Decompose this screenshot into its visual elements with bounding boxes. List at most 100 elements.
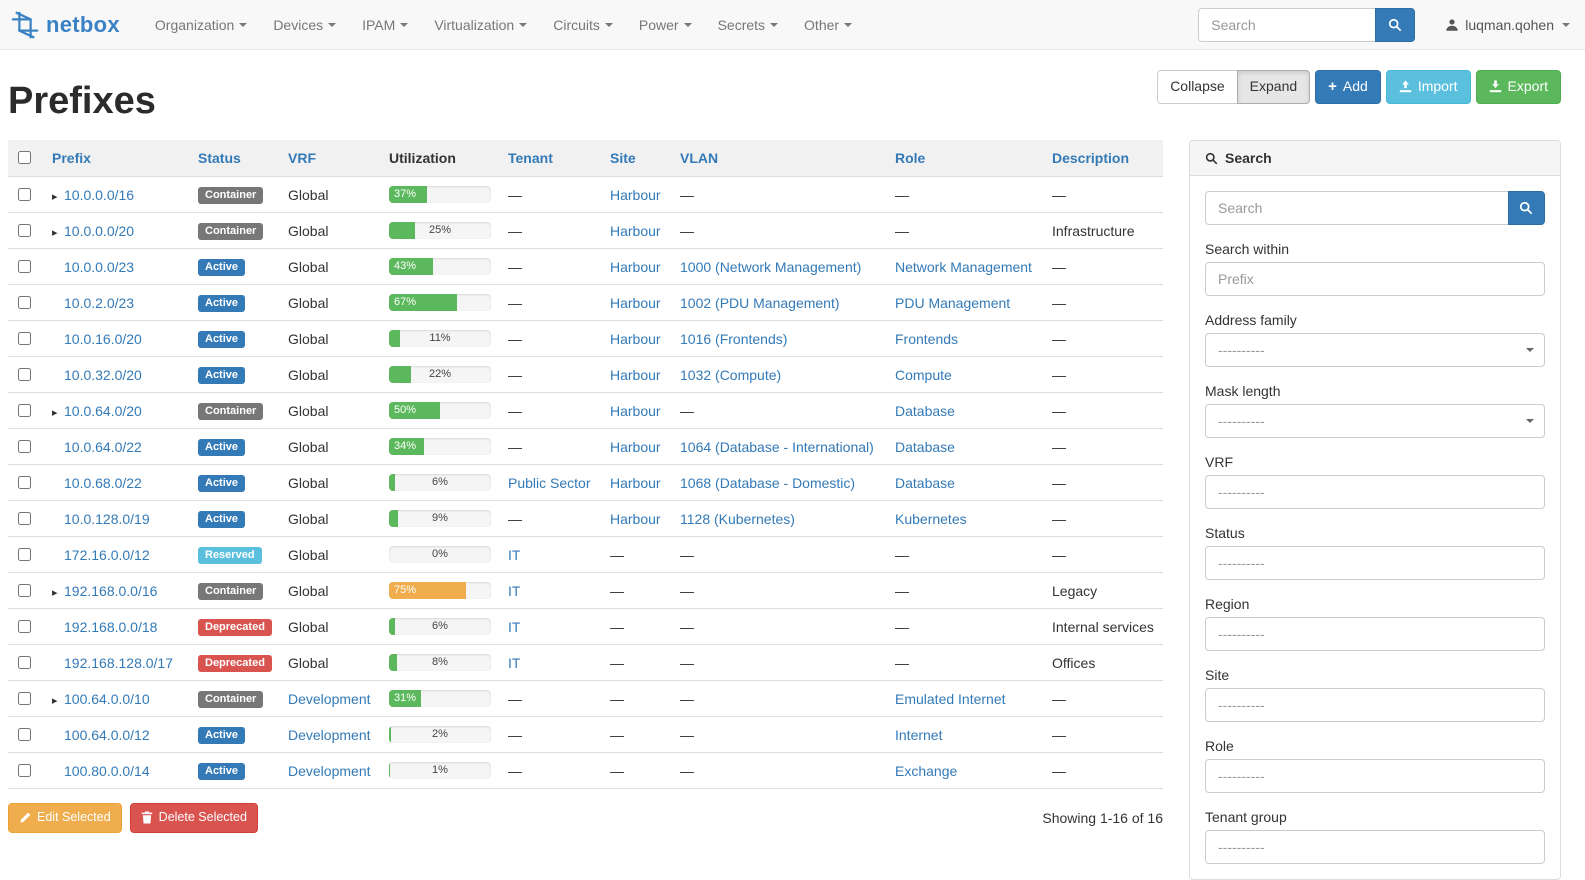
vlan-link[interactable]: 1064 (Database - International) <box>680 438 874 455</box>
row-checkbox[interactable] <box>18 439 31 453</box>
prefix-link[interactable]: 192.168.128.0/17 <box>64 654 173 671</box>
row-checkbox[interactable] <box>18 655 31 669</box>
vrf-link[interactable]: Development <box>288 726 371 743</box>
row-checkbox[interactable] <box>18 475 31 489</box>
row-checkbox[interactable] <box>18 727 31 741</box>
role-link[interactable]: Compute <box>895 366 952 383</box>
row-checkbox[interactable] <box>18 583 31 597</box>
sort-link[interactable]: Role <box>895 150 926 166</box>
sort-link[interactable]: Description <box>1052 150 1130 166</box>
menu-ipam[interactable]: IPAM <box>349 0 421 50</box>
user-menu[interactable]: luqman.qohen <box>1445 17 1570 33</box>
netbox-logo[interactable]: netbox <box>10 10 120 40</box>
vlan-link[interactable]: 1002 (PDU Management) <box>680 294 840 311</box>
sort-link[interactable]: Status <box>198 150 241 166</box>
site-link[interactable]: Harbour <box>610 474 661 491</box>
site-link[interactable]: Harbour <box>610 294 661 311</box>
prefix-link[interactable]: 10.0.16.0/20 <box>64 330 142 347</box>
sort-link[interactable]: Site <box>610 150 636 166</box>
filter-select-vrf[interactable]: ---------- <box>1205 475 1545 509</box>
site-link[interactable]: Harbour <box>610 186 661 203</box>
row-checkbox[interactable] <box>18 403 31 417</box>
vlan-link[interactable]: 1128 (Kubernetes) <box>680 510 795 527</box>
tenant-link[interactable]: IT <box>508 582 521 599</box>
row-checkbox[interactable] <box>18 331 31 345</box>
menu-devices[interactable]: Devices <box>260 0 349 50</box>
site-link[interactable]: Harbour <box>610 438 661 455</box>
site-link[interactable]: Harbour <box>610 258 661 275</box>
prefix-link[interactable]: 10.0.0.0/16 <box>64 186 135 203</box>
prefix-link[interactable]: 10.0.0.0/23 <box>64 258 135 275</box>
import-button[interactable]: Import <box>1385 70 1471 104</box>
prefix-link[interactable]: 10.0.32.0/20 <box>64 366 142 383</box>
sidebar-search-button[interactable] <box>1507 191 1545 225</box>
menu-organization[interactable]: Organization <box>142 0 260 50</box>
sort-link[interactable]: VRF <box>288 150 316 166</box>
tenant-link[interactable]: IT <box>508 618 521 635</box>
role-link[interactable]: PDU Management <box>895 294 1011 311</box>
vlan-link[interactable]: 1016 (Frontends) <box>680 330 788 347</box>
vlan-link[interactable]: 1032 (Compute) <box>680 366 782 383</box>
row-checkbox[interactable] <box>18 223 31 237</box>
sort-link[interactable]: VLAN <box>680 150 719 166</box>
role-link[interactable]: Database <box>895 474 955 491</box>
role-link[interactable]: Network Management <box>895 258 1032 275</box>
sort-link[interactable]: Prefix <box>52 150 91 166</box>
vlan-link[interactable]: 1068 (Database - Domestic) <box>680 474 856 491</box>
prefix-link[interactable]: 10.0.68.0/22 <box>64 474 142 491</box>
prefix-link[interactable]: 100.80.0.0/14 <box>64 762 150 779</box>
navbar-search-button[interactable] <box>1375 7 1416 42</box>
navbar-search-input[interactable] <box>1198 7 1377 42</box>
site-link[interactable]: Harbour <box>610 330 661 347</box>
prefix-link[interactable]: 192.168.0.0/18 <box>64 618 158 635</box>
row-checkbox[interactable] <box>18 367 31 381</box>
expand-button[interactable]: Expand <box>1236 70 1311 104</box>
sidebar-search-input[interactable] <box>1205 191 1509 225</box>
add-button[interactable]: + Add <box>1315 70 1381 104</box>
tenant-link[interactable]: IT <box>508 546 521 563</box>
filter-input-search-within[interactable] <box>1205 262 1545 296</box>
filter-select-region[interactable]: ---------- <box>1205 617 1545 651</box>
vlan-link[interactable]: 1000 (Network Management) <box>680 258 862 275</box>
tenant-link[interactable]: Public Sector <box>508 474 591 491</box>
row-checkbox[interactable] <box>18 547 31 561</box>
menu-other[interactable]: Other <box>791 0 865 50</box>
menu-virtualization[interactable]: Virtualization <box>421 0 540 50</box>
filter-select-status[interactable]: ---------- <box>1205 546 1545 580</box>
menu-circuits[interactable]: Circuits <box>540 0 626 50</box>
row-checkbox[interactable] <box>18 619 31 633</box>
edit-selected-button[interactable]: Edit Selected <box>8 803 122 833</box>
role-link[interactable]: Exchange <box>895 762 958 779</box>
prefix-link[interactable]: 10.0.64.0/20 <box>64 402 142 419</box>
tenant-link[interactable]: IT <box>508 654 521 671</box>
row-checkbox[interactable] <box>18 763 31 777</box>
site-link[interactable]: Harbour <box>610 402 661 419</box>
prefix-link[interactable]: 10.0.0.0/20 <box>64 222 135 239</box>
filter-select-site[interactable]: ---------- <box>1205 688 1545 722</box>
row-checkbox[interactable] <box>18 691 31 705</box>
filter-select-tenant-group[interactable]: ---------- <box>1205 830 1545 864</box>
site-link[interactable]: Harbour <box>610 222 661 239</box>
prefix-link[interactable]: 10.0.2.0/23 <box>64 294 135 311</box>
row-checkbox[interactable] <box>18 187 31 201</box>
filter-select-role[interactable]: ---------- <box>1205 759 1545 793</box>
prefix-link[interactable]: 192.168.0.0/16 <box>64 582 158 599</box>
row-checkbox[interactable] <box>18 295 31 309</box>
role-link[interactable]: Kubernetes <box>895 510 967 527</box>
delete-selected-button[interactable]: Delete Selected <box>129 803 258 833</box>
filter-select-mask-length[interactable]: ---------- <box>1205 404 1545 438</box>
prefix-link[interactable]: 10.0.64.0/22 <box>64 438 142 455</box>
role-link[interactable]: Database <box>895 402 955 419</box>
filter-select-address-family[interactable]: ---------- <box>1205 333 1545 367</box>
menu-secrets[interactable]: Secrets <box>705 0 791 50</box>
vrf-link[interactable]: Development <box>288 690 371 707</box>
prefix-link[interactable]: 10.0.128.0/19 <box>64 510 150 527</box>
site-link[interactable]: Harbour <box>610 510 661 527</box>
prefix-link[interactable]: 100.64.0.0/12 <box>64 726 150 743</box>
vrf-link[interactable]: Development <box>288 762 371 779</box>
menu-power[interactable]: Power <box>626 0 705 50</box>
role-link[interactable]: Database <box>895 438 955 455</box>
role-link[interactable]: Frontends <box>895 330 959 347</box>
prefix-link[interactable]: 100.64.0.0/10 <box>64 690 150 707</box>
role-link[interactable]: Internet <box>895 726 943 743</box>
